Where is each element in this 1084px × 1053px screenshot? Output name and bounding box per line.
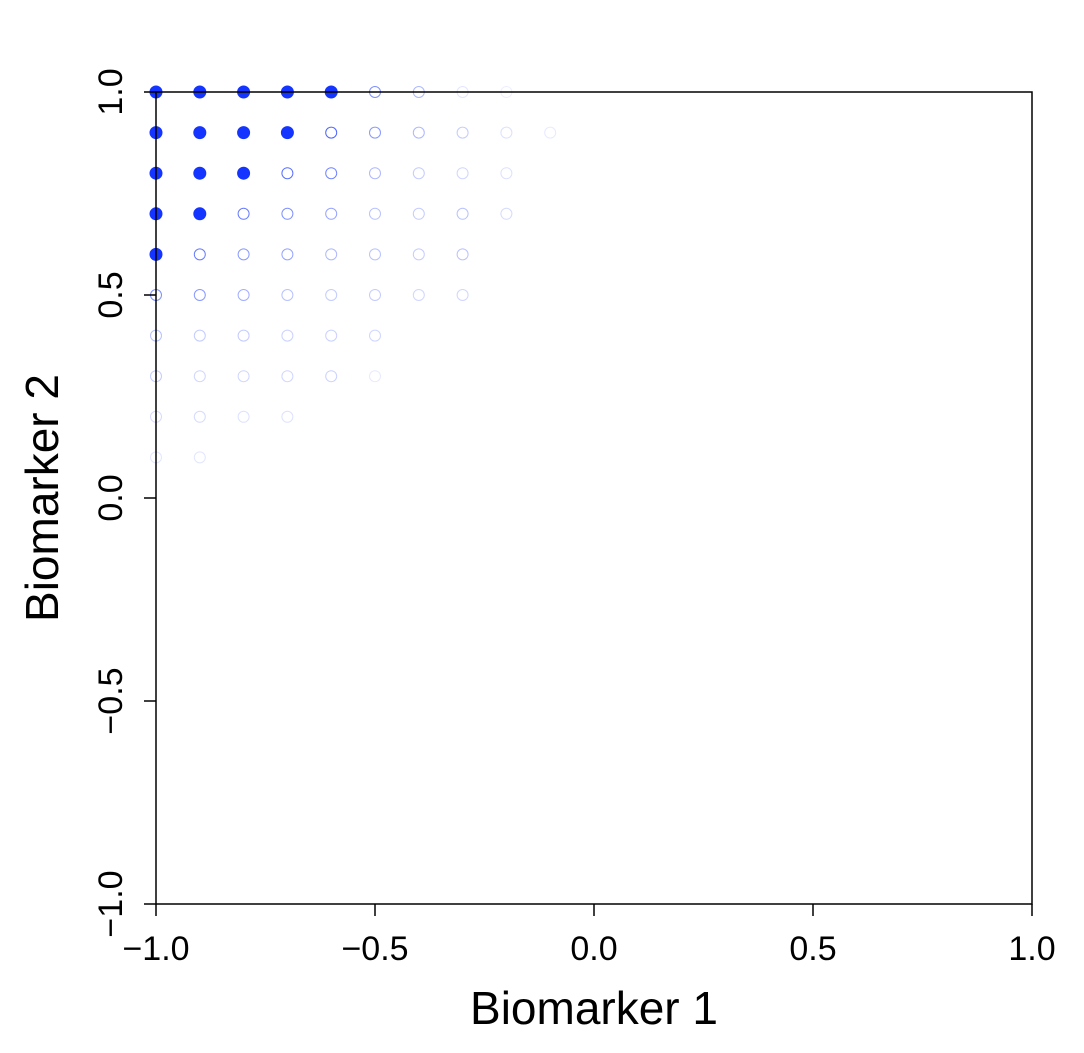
open-point-43 [369, 329, 381, 342]
open-point-47 [281, 370, 294, 383]
open-point-23 [193, 248, 206, 261]
open-point-9 [544, 126, 557, 139]
x-tick-label: 0.5 [789, 930, 836, 968]
open-point-40 [237, 329, 250, 342]
open-point-4 [325, 126, 338, 139]
x-tick-label: 1.0 [1008, 930, 1055, 968]
open-point-16 [237, 207, 250, 220]
open-point-27 [369, 248, 381, 261]
y-axis-label: Biomarker 2 [16, 374, 68, 622]
open-point-5 [369, 126, 381, 139]
open-point-13 [412, 167, 425, 180]
open-point-18 [325, 207, 338, 220]
y-tick-label: 1.0 [92, 68, 130, 115]
open-point-22 [500, 207, 513, 220]
y-tick-label: −1.0 [92, 870, 130, 937]
open-point-45 [193, 370, 206, 383]
plot-background [156, 92, 1032, 904]
filled-point-13 [193, 207, 207, 221]
open-point-52 [237, 410, 250, 423]
open-point-12 [369, 167, 381, 180]
open-point-42 [325, 329, 338, 342]
open-point-53 [281, 410, 294, 423]
y-tick-label: 0.0 [92, 474, 130, 521]
open-point-34 [325, 289, 338, 301]
open-point-55 [193, 451, 206, 464]
open-point-39 [193, 329, 206, 342]
open-point-10 [281, 167, 294, 180]
open-point-15 [500, 167, 513, 180]
x-axis-label: Biomarker 1 [470, 982, 718, 1034]
open-point-51 [193, 410, 206, 423]
open-point-6 [412, 126, 425, 139]
filled-point-11 [237, 166, 251, 180]
filled-point-10 [193, 166, 207, 180]
y-tick-label: −0.5 [92, 667, 130, 734]
x-tick-label: −0.5 [341, 930, 408, 968]
open-point-14 [456, 167, 469, 180]
open-point-11 [325, 167, 338, 180]
open-point-31 [193, 289, 206, 301]
y-tick-label: 0.5 [92, 271, 130, 318]
open-point-33 [281, 289, 294, 301]
x-axis: −1.0 −0.5 0.0 0.5 1.0 [122, 904, 1056, 968]
open-point-32 [237, 289, 250, 301]
open-point-26 [325, 248, 338, 261]
open-point-36 [412, 289, 425, 301]
open-point-48 [325, 370, 338, 383]
open-point-7 [456, 126, 469, 139]
x-tick-label: −1.0 [122, 930, 189, 968]
open-point-46 [237, 370, 250, 383]
filled-point-7 [237, 126, 251, 140]
open-point-21 [456, 207, 469, 220]
open-point-17 [281, 207, 294, 220]
open-point-37 [456, 289, 469, 301]
open-point-29 [456, 248, 469, 261]
open-point-20 [412, 207, 425, 220]
open-point-19 [369, 207, 381, 220]
open-point-24 [237, 248, 250, 261]
open-point-25 [281, 248, 294, 261]
open-point-49 [369, 370, 381, 383]
open-point-28 [412, 248, 425, 261]
open-point-41 [281, 329, 294, 342]
filled-point-6 [193, 126, 207, 140]
y-axis: −1.0 −0.5 0.0 0.5 1.0 [92, 68, 156, 938]
open-point-35 [369, 289, 381, 301]
open-point-8 [500, 126, 513, 139]
x-tick-label: 0.0 [570, 930, 617, 968]
filled-point-8 [280, 126, 294, 140]
